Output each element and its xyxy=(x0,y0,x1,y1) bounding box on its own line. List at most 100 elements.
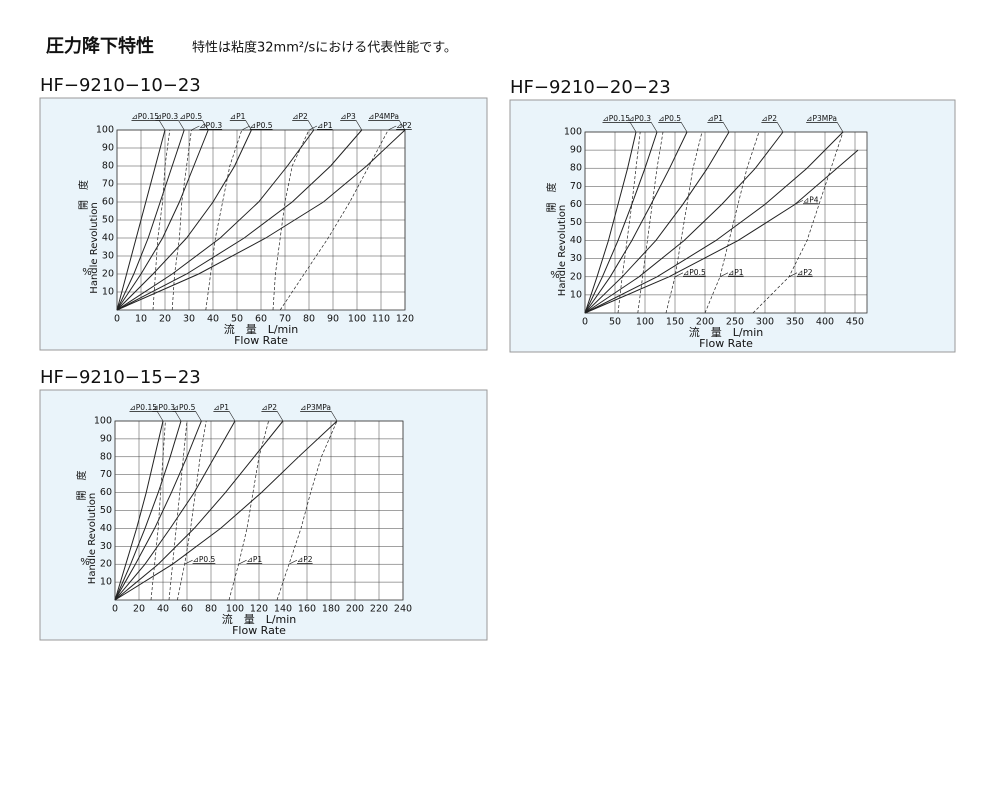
x-axis-label-en: Flow Rate xyxy=(232,624,286,637)
curve-label: ⊿P1 xyxy=(247,555,263,564)
x-axis-label-en: Flow Rate xyxy=(234,334,288,347)
y-axis-unit: % xyxy=(80,557,90,568)
curve-label: ⊿P1 xyxy=(728,268,744,277)
solid-curve xyxy=(116,129,406,311)
label-leader xyxy=(195,410,202,422)
dashed-curve xyxy=(276,420,338,601)
solid-curve xyxy=(114,420,338,601)
y-tick-label: 90 xyxy=(570,145,582,156)
label-leader xyxy=(288,559,298,565)
label-leader xyxy=(722,121,730,133)
curve-label: ⊿P2 xyxy=(797,268,813,277)
y-tick-label: 90 xyxy=(100,433,112,444)
y-tick-label: 80 xyxy=(570,163,582,174)
x-tick-label: 90 xyxy=(327,314,339,325)
label-leader xyxy=(330,410,338,422)
curve-label: ⊿P3MPa xyxy=(300,403,331,412)
x-tick-label: 200 xyxy=(346,604,364,615)
curve-label: ⊿P3MPa xyxy=(806,114,837,123)
x-tick-label: 110 xyxy=(372,314,390,325)
dashed-curve xyxy=(279,129,389,311)
x-tick-label: 450 xyxy=(846,317,864,328)
solid-curve xyxy=(116,129,209,311)
x-tick-label: 20 xyxy=(133,604,145,615)
curve-label: ⊿P1 xyxy=(707,114,723,123)
dashed-curve xyxy=(637,131,664,314)
y-tick-label: 80 xyxy=(102,161,114,172)
y-tick-label: 50 xyxy=(570,217,582,228)
x-tick-label: 40 xyxy=(207,314,219,325)
curve-label: ⊿P2 xyxy=(761,114,777,123)
x-tick-label: 300 xyxy=(756,317,774,328)
label-leader xyxy=(156,410,164,422)
curve-label: ⊿P0.5 xyxy=(250,121,273,130)
label-leader xyxy=(276,410,284,422)
label-leader xyxy=(788,272,798,278)
solid-curve xyxy=(114,420,236,601)
dashed-curve xyxy=(152,129,171,311)
y-axis-label-en: Handle Revolution xyxy=(89,202,100,293)
x-tick-label: 80 xyxy=(303,314,315,325)
label-leader xyxy=(398,119,406,131)
label-leader xyxy=(355,119,363,131)
dashed-curve xyxy=(177,420,207,601)
curve-label: ⊿P1 xyxy=(213,403,229,412)
dashed-curve xyxy=(752,131,844,314)
y-axis-unit: % xyxy=(550,270,560,281)
y-tick-label: 40 xyxy=(102,233,114,244)
label-leader xyxy=(388,125,397,131)
y-tick-label: 50 xyxy=(102,215,114,226)
y-tick-label: 80 xyxy=(100,451,112,462)
solid-curve xyxy=(114,420,202,601)
solid-curve xyxy=(116,129,185,311)
label-leader xyxy=(184,559,193,565)
chart-title: HF−9210−15−23 xyxy=(40,367,201,388)
dashed-curve xyxy=(665,131,703,314)
x-tick-label: 40 xyxy=(157,604,169,615)
curve-label: ⊿P0.5 xyxy=(193,555,216,564)
x-tick-label: 160 xyxy=(298,604,316,615)
curve-label: ⊿P2 xyxy=(297,555,313,564)
solid-curve xyxy=(584,131,637,314)
solid-curve xyxy=(114,420,164,601)
x-tick-label: 0 xyxy=(112,604,118,615)
curve-label: ⊿P0.15 xyxy=(131,112,159,121)
label-leader xyxy=(680,121,688,133)
solid-curve xyxy=(116,129,166,311)
y-tick-label: 40 xyxy=(570,235,582,246)
y-tick-label: 70 xyxy=(102,179,114,190)
y-tick-label: 60 xyxy=(102,197,114,208)
y-tick-label: 60 xyxy=(570,199,582,210)
label-leader xyxy=(177,119,185,131)
x-tick-label: 50 xyxy=(609,317,621,328)
x-tick-label: 50 xyxy=(231,314,243,325)
curve-label: ⊿P0.3 xyxy=(155,112,178,121)
dashed-curve xyxy=(617,131,641,314)
label-leader xyxy=(174,410,182,422)
x-tick-label: 150 xyxy=(666,317,684,328)
y-axis-label-en: Handle Revolution xyxy=(557,205,568,296)
chart-title: HF−9210−20−23 xyxy=(510,77,671,98)
label-leader xyxy=(650,121,658,133)
curve-label: ⊿P0.3 xyxy=(152,403,175,412)
x-axis-label: 流 量 L/min xyxy=(224,322,299,336)
x-tick-label: 30 xyxy=(183,314,195,325)
label-leader xyxy=(719,272,729,278)
solid-curve xyxy=(584,131,730,314)
dashed-curve xyxy=(228,420,269,601)
solid-curve xyxy=(114,420,182,601)
y-tick-label: 100 xyxy=(94,416,112,427)
curve-label: ⊿P0.15 xyxy=(129,403,157,412)
curve-label: ⊿P1 xyxy=(230,112,246,121)
label-leader xyxy=(629,121,637,133)
curve-label: ⊿P0.3 xyxy=(199,121,222,130)
label-leader xyxy=(228,410,236,422)
curve-label: ⊿P0.15 xyxy=(602,114,630,123)
x-tick-label: 0 xyxy=(114,314,120,325)
y-axis-label-en: Handle Revolution xyxy=(87,493,98,584)
x-tick-label: 80 xyxy=(205,604,217,615)
curve-label: ⊿P0.3 xyxy=(628,114,651,123)
page-note: 特性は粘度32mm²/sにおける代表性能です。 xyxy=(192,40,457,56)
y-tick-label: 20 xyxy=(100,559,112,570)
x-tick-label: 120 xyxy=(250,604,268,615)
